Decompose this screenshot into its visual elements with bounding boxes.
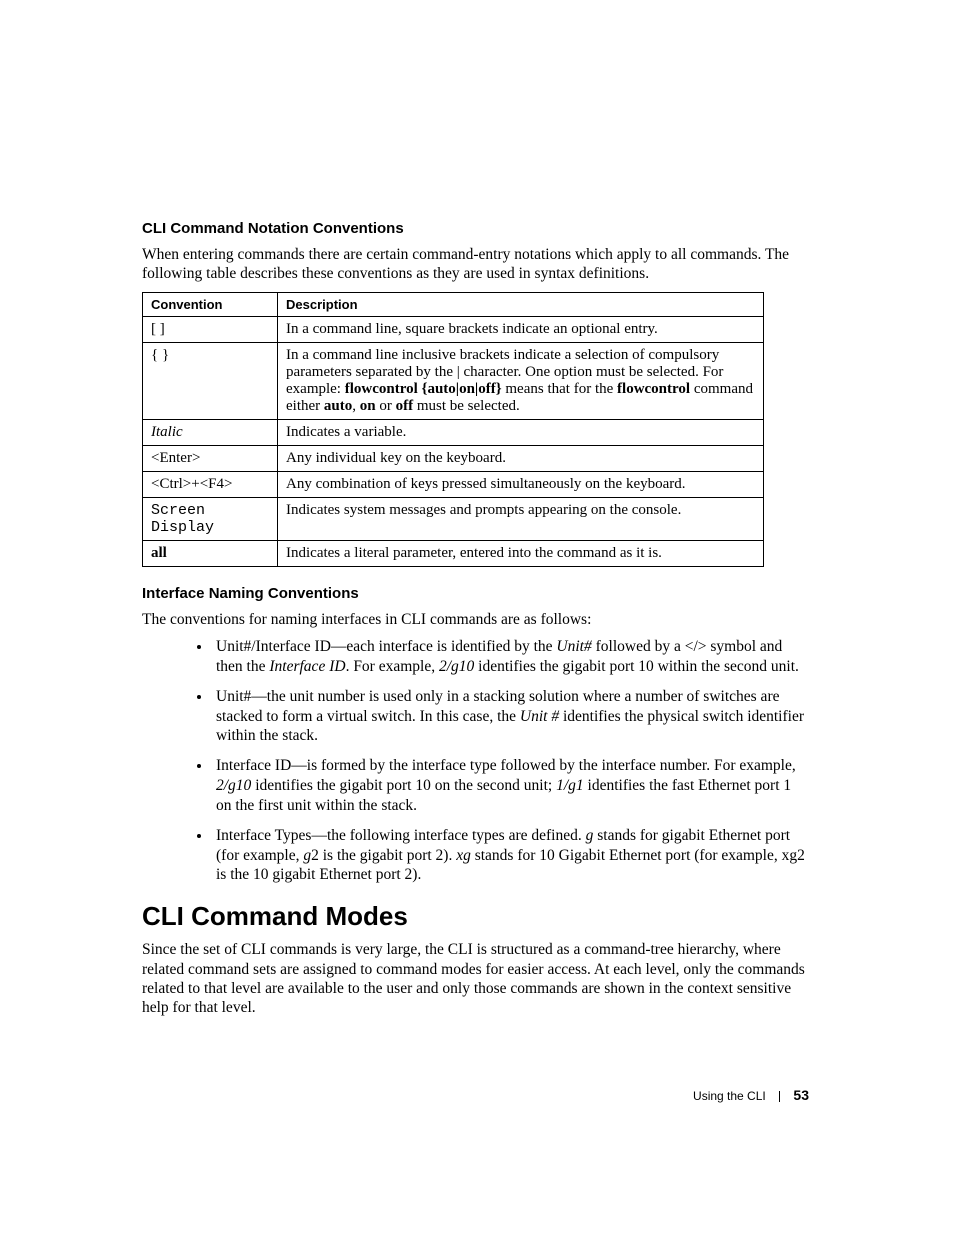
table-row: Italic Indicates a variable. <box>143 419 764 445</box>
table-row: <Ctrl>+<F4> Any combination of keys pres… <box>143 471 764 497</box>
table-cell-convention: Italic <box>143 419 278 445</box>
table-cell-description: In a command line inclusive brackets ind… <box>278 342 764 419</box>
table-cell-description: Indicates a variable. <box>278 419 764 445</box>
table-cell-convention: Screen Display <box>143 497 278 540</box>
table-cell-convention: { } <box>143 342 278 419</box>
list-item: Interface ID—is formed by the interface … <box>212 756 809 815</box>
list-item: Interface Types—the following interface … <box>212 826 809 885</box>
table-row: all Indicates a literal parameter, enter… <box>143 540 764 566</box>
page-footer: Using the CLI 53 <box>693 1087 809 1103</box>
table-cell-description: In a command line, square brackets indic… <box>278 316 764 342</box>
table-cell-description: Indicates a literal parameter, entered i… <box>278 540 764 566</box>
list-item: Unit#—the unit number is used only in a … <box>212 687 809 746</box>
intro-notation-conventions: When entering commands there are certain… <box>142 245 809 284</box>
table-row: [ ] In a command line, square brackets i… <box>143 316 764 342</box>
table-row: { } In a command line inclusive brackets… <box>143 342 764 419</box>
heading-notation-conventions: CLI Command Notation Conventions <box>142 220 809 237</box>
bullet-list: Unit#/Interface ID—each interface is ide… <box>142 637 809 885</box>
table-row: Screen Display Indicates system messages… <box>143 497 764 540</box>
table-header-description: Description <box>278 292 764 316</box>
heading-interface-naming: Interface Naming Conventions <box>142 585 809 602</box>
table-cell-convention: [ ] <box>143 316 278 342</box>
table-row: <Enter> Any individual key on the keyboa… <box>143 445 764 471</box>
heading-cli-command-modes: CLI Command Modes <box>142 901 809 932</box>
footer-label: Using the CLI <box>693 1089 766 1103</box>
para-cli-command-modes: Since the set of CLI commands is very la… <box>142 940 809 1018</box>
conventions-table: Convention Description [ ] In a command … <box>142 292 764 567</box>
table-cell-convention: all <box>143 540 278 566</box>
table-cell-convention: <Enter> <box>143 445 278 471</box>
list-item: Unit#/Interface ID—each interface is ide… <box>212 637 809 677</box>
table-header-row: Convention Description <box>143 292 764 316</box>
footer-separator <box>779 1091 780 1102</box>
table-cell-description: Any individual key on the keyboard. <box>278 445 764 471</box>
table-cell-description: Any combination of keys pressed simultan… <box>278 471 764 497</box>
table-cell-description: Indicates system messages and prompts ap… <box>278 497 764 540</box>
table-cell-convention: <Ctrl>+<F4> <box>143 471 278 497</box>
intro-interface-naming: The conventions for naming interfaces in… <box>142 610 809 629</box>
footer-page-number: 53 <box>793 1087 809 1103</box>
page: CLI Command Notation Conventions When en… <box>0 0 954 1235</box>
table-header-convention: Convention <box>143 292 278 316</box>
